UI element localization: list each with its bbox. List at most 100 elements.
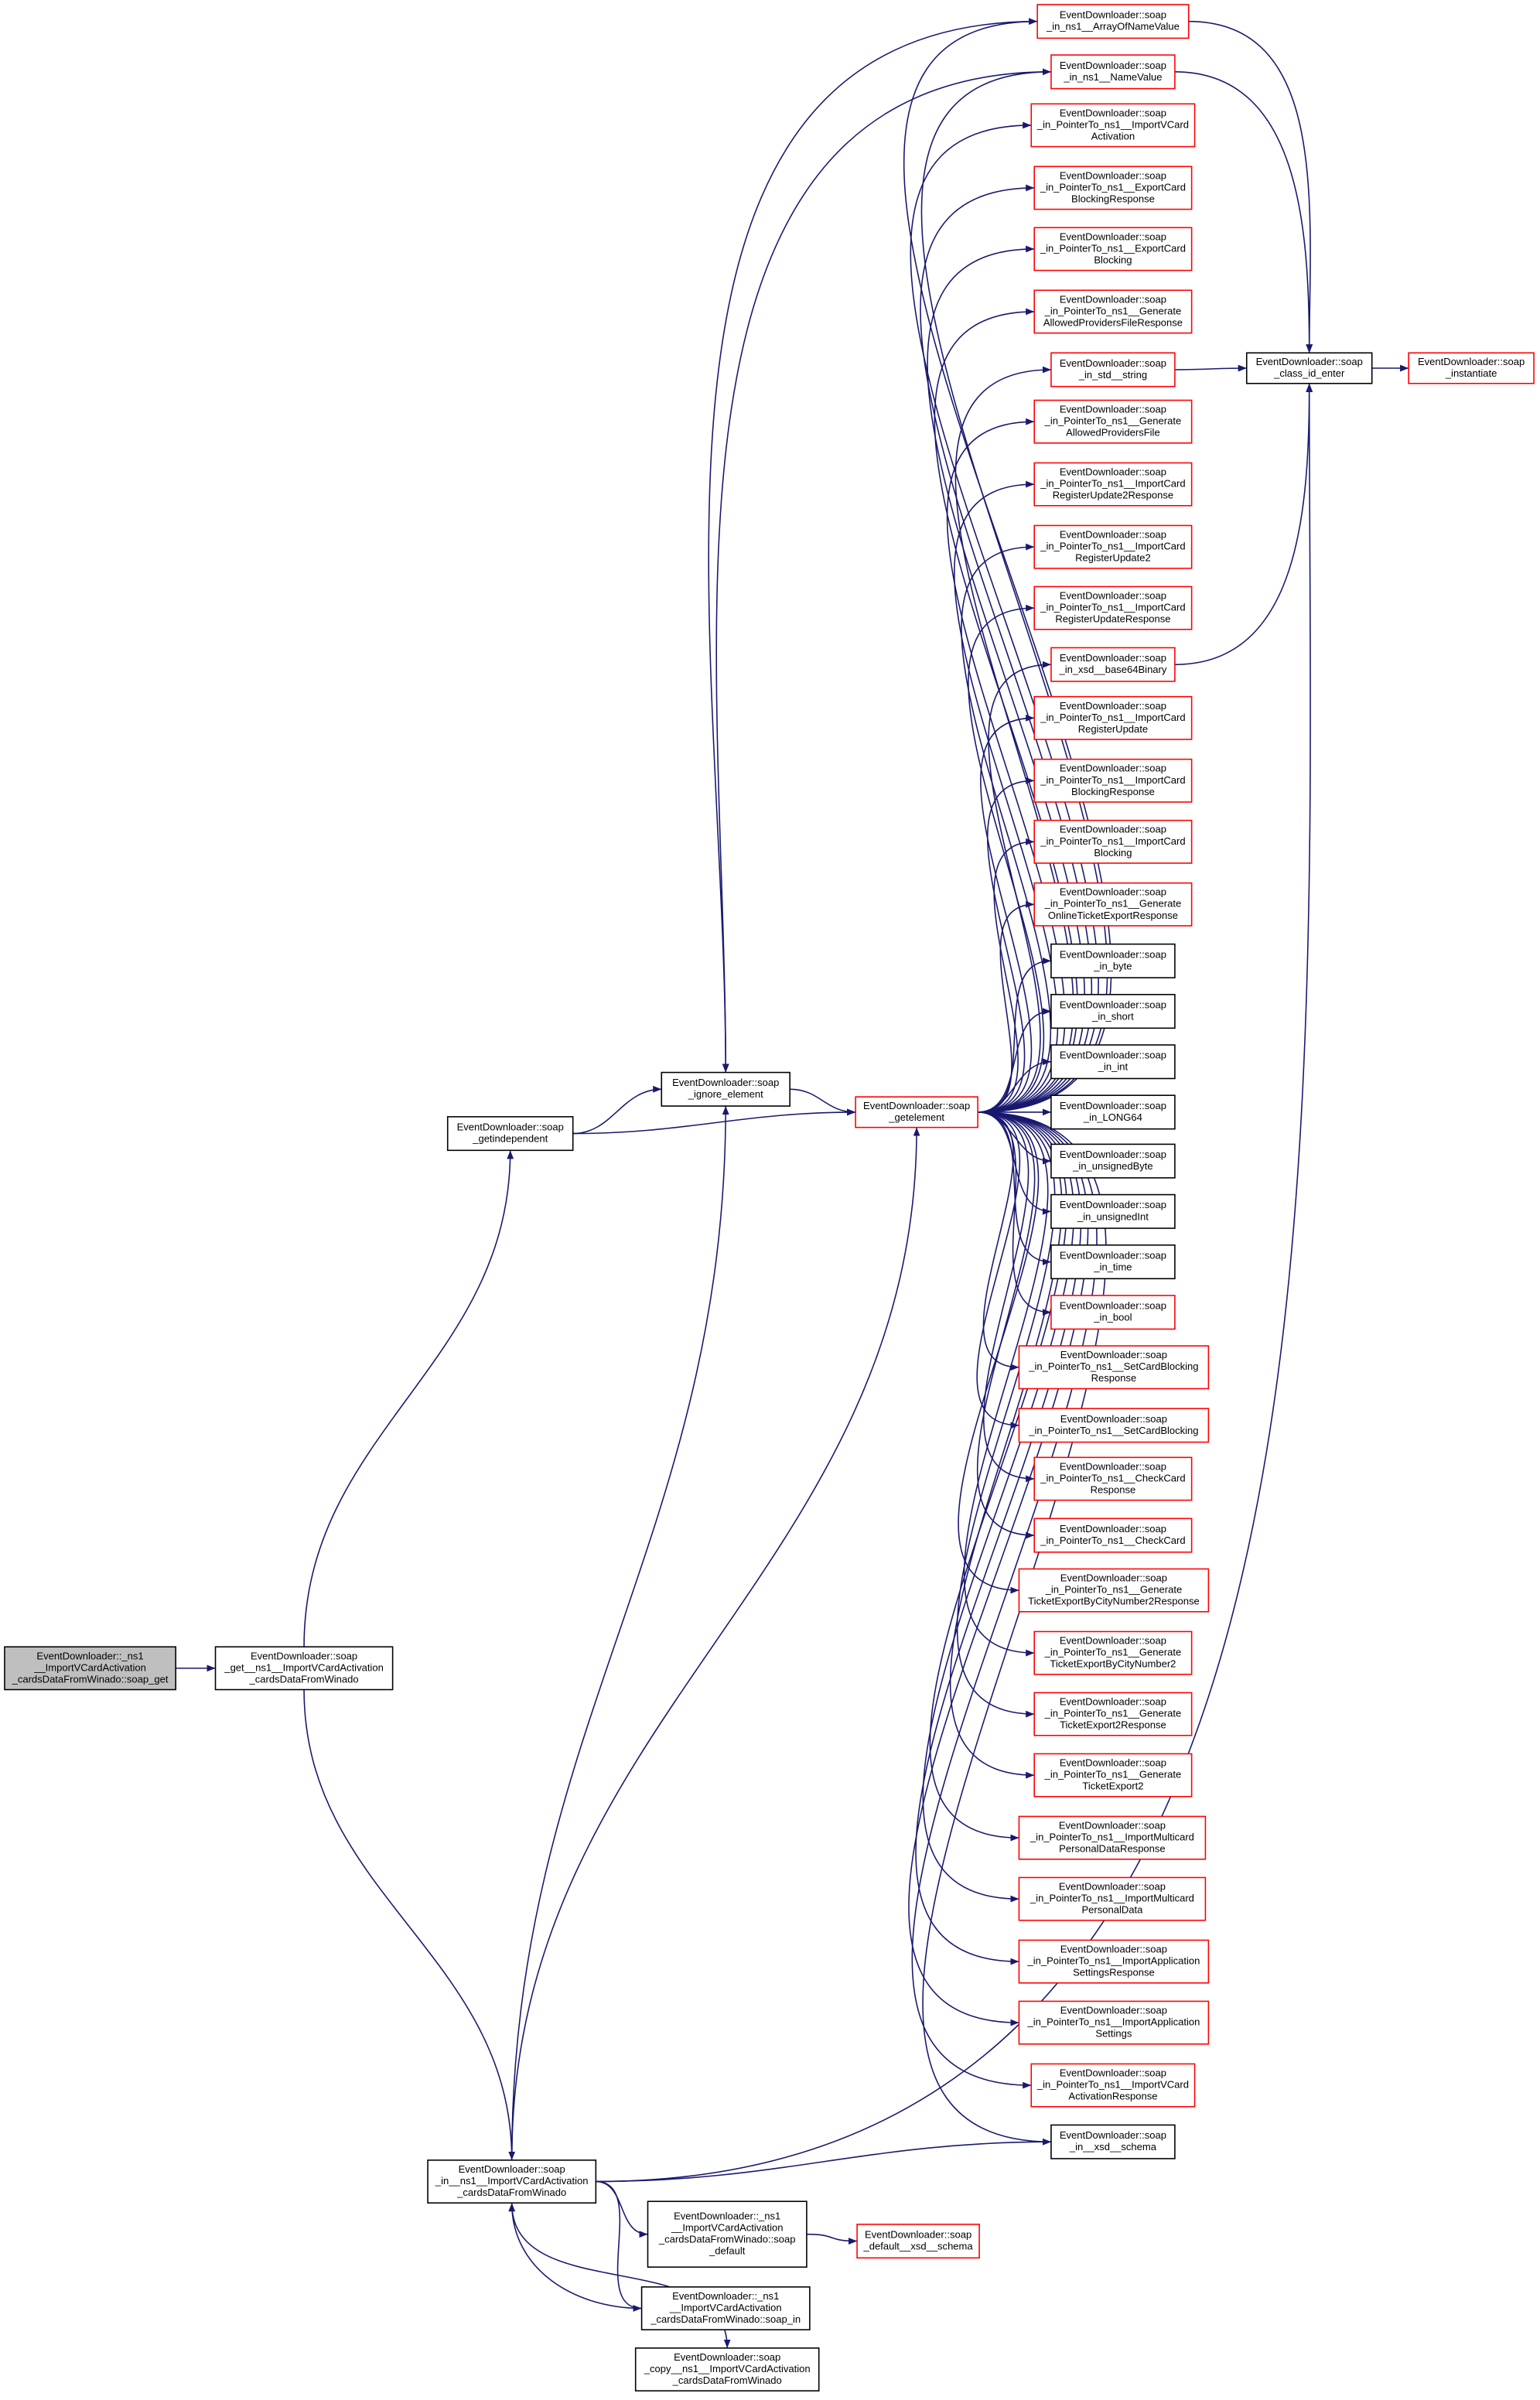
node-label: _in_PointerTo_ns1__Generate (1044, 1708, 1182, 1719)
function-node: EventDownloader::soap_in_PointerTo_ns1__… (1033, 1753, 1193, 1797)
node-box (1050, 994, 1176, 1029)
function-node: EventDownloader::soap_in_PointerTo_ns1__… (1033, 1630, 1193, 1675)
call-edge (806, 2233, 858, 2245)
node-label: TicketExport2 (1082, 1780, 1143, 1792)
node-label: _in_PointerTo_ns1__ImportApplication (1026, 1955, 1200, 1967)
node-label: _in_time (1093, 1261, 1132, 1272)
node-box (1050, 1143, 1176, 1179)
node-box (1050, 54, 1176, 90)
node-label: _in_PointerTo_ns1__Generate (1044, 898, 1182, 910)
node-label: EventDownloader::soap (1060, 1413, 1167, 1425)
node-box (446, 1116, 574, 1152)
node-label: EventDownloader::soap (1060, 824, 1166, 835)
node-label: _in_PointerTo_ns1__Generate (1045, 1584, 1183, 1596)
nodes: EventDownloader::_ns1__ImportVCardActiva… (4, 4, 1535, 2391)
node-label: _in__ns1__ImportVCardActivation (435, 2175, 589, 2187)
node-box (1245, 352, 1373, 384)
function-node: EventDownloader::soap_in_PointerTo_ns1__… (1033, 227, 1193, 271)
node-label: _in_unsignedInt (1077, 1210, 1149, 1222)
node-label: _in_PointerTo_ns1__ImportVCard (1036, 2079, 1189, 2091)
call-edge (1174, 71, 1313, 353)
function-node: EventDownloader::soap_in_PointerTo_ns1__… (1033, 524, 1193, 569)
node-label: __ImportVCardActivation (33, 1661, 146, 1673)
function-node: EventDownloader::soap_copy__ns1__ImportV… (634, 2347, 820, 2391)
call-edge (510, 1127, 920, 2160)
node-label: _cardsDataFromWinado (456, 2187, 566, 2198)
node-label: EventDownloader::soap (1060, 60, 1166, 71)
function-node: EventDownloader::soap_in_PointerTo_ns1__… (1033, 166, 1193, 210)
call-edge (572, 1108, 856, 1135)
node-label: _cardsDataFromWinado::soap_in (650, 2313, 801, 2325)
node-box (1050, 1295, 1176, 1330)
node-label: _in_ns1__NameValue (1063, 71, 1162, 83)
node-box (1018, 1345, 1210, 1390)
function-node: EventDownloader::soap_getindependent (446, 1116, 574, 1152)
call-edge (963, 1111, 1049, 1657)
function-node: EventDownloader::soap_in_unsignedInt (1050, 1193, 1176, 1229)
node-label: _in_bool (1093, 1312, 1132, 1323)
node-box (1050, 943, 1176, 978)
node-label: RegisterUpdateResponse (1055, 613, 1170, 625)
node-box (1033, 1456, 1193, 1501)
node-box (1033, 882, 1193, 927)
node-label: BlockingResponse (1071, 786, 1155, 797)
node-label: EventDownloader::soap (1418, 356, 1525, 367)
node-label: _in_PointerTo_ns1__ExportCard (1040, 181, 1186, 193)
call-edge (1188, 20, 1313, 353)
node-label: Response (1091, 1372, 1137, 1384)
node-box (1018, 1408, 1210, 1443)
node-label: EventDownloader::soap (1060, 357, 1166, 369)
node-label: EventDownloader::soap (1059, 1881, 1166, 1893)
function-node: EventDownloader::soap_in_PointerTo_ns1__… (1033, 1517, 1193, 1553)
function-node: EventDownloader::soap_in_PointerTo_ns1__… (1018, 1876, 1207, 1921)
node-box (1033, 1630, 1193, 1675)
node-label: _default__xsd__schema (863, 2241, 974, 2252)
function-node: EventDownloader::soap_in_PointerTo_ns1__… (1018, 1345, 1210, 1390)
node-label: _in_PointerTo_ns1__ImportCard (1040, 774, 1185, 786)
node-label: EventDownloader::soap (1060, 404, 1166, 415)
node-label: ActivationResponse (1068, 2091, 1157, 2102)
node-label: EventDownloader::soap (1060, 2129, 1166, 2141)
node-label: EventDownloader::soap (1060, 999, 1166, 1010)
node-box (1050, 1244, 1176, 1280)
call-edge (508, 2203, 642, 2310)
node-label: Blocking (1094, 254, 1132, 265)
node-label: EventDownloader::soap (1060, 1349, 1167, 1360)
node-box (856, 2224, 980, 2259)
node-label: _getindependent (472, 1133, 548, 1145)
node-box (1030, 103, 1196, 148)
call-edge (596, 2180, 648, 2238)
function-node: EventDownloader::soap_in_short (1050, 994, 1176, 1029)
node-label: _cardsDataFromWinado::soap (658, 2234, 796, 2245)
node-label: EventDownloader::soap (1060, 230, 1166, 242)
call-edge (978, 1111, 1051, 1215)
function-node: EventDownloader::soap_in_xsd__base64Bina… (1050, 647, 1176, 682)
call-edge (572, 1085, 662, 1135)
node-label: EventDownloader::soap (1060, 293, 1166, 305)
node-box (1033, 1753, 1193, 1797)
node-label: EventDownloader::soap (1060, 948, 1166, 960)
node-box (1033, 1517, 1193, 1553)
node-label: _in_LONG64 (1083, 1111, 1142, 1123)
function-node: EventDownloader::soap_in_PointerTo_ns1__… (1018, 1815, 1207, 1860)
node-label: _in_PointerTo_ns1__ImportCard (1040, 602, 1185, 613)
node-label: EventDownloader::soap (1060, 1757, 1166, 1769)
node-label: Response (1091, 1483, 1136, 1495)
node-label: _in_PointerTo_ns1__CheckCard (1040, 1472, 1185, 1483)
node-label: _in_PointerTo_ns1__CheckCard (1040, 1535, 1185, 1546)
node-label: AllowedProvidersFileResponse (1043, 316, 1183, 328)
call-edge (978, 1111, 1051, 1265)
node-label: EventDownloader::soap (1060, 763, 1166, 774)
node-label: EventDownloader::soap (863, 1100, 970, 1111)
function-node: EventDownloader::soap_in_PointerTo_ns1__… (1030, 2063, 1196, 2108)
node-label: _in_byte (1093, 960, 1132, 971)
node-label: EventDownloader::soap (1060, 2005, 1167, 2016)
node-box (1408, 352, 1535, 384)
node-label: _cardsDataFromWinado (249, 1673, 359, 1685)
node-label: EventDownloader::soap (674, 2351, 780, 2363)
node-box (1033, 758, 1193, 803)
call-edge (957, 1111, 1056, 1718)
call-edge (715, 71, 1051, 1073)
node-label: _class_id_enter (1273, 367, 1345, 379)
node-box (661, 1071, 790, 1107)
